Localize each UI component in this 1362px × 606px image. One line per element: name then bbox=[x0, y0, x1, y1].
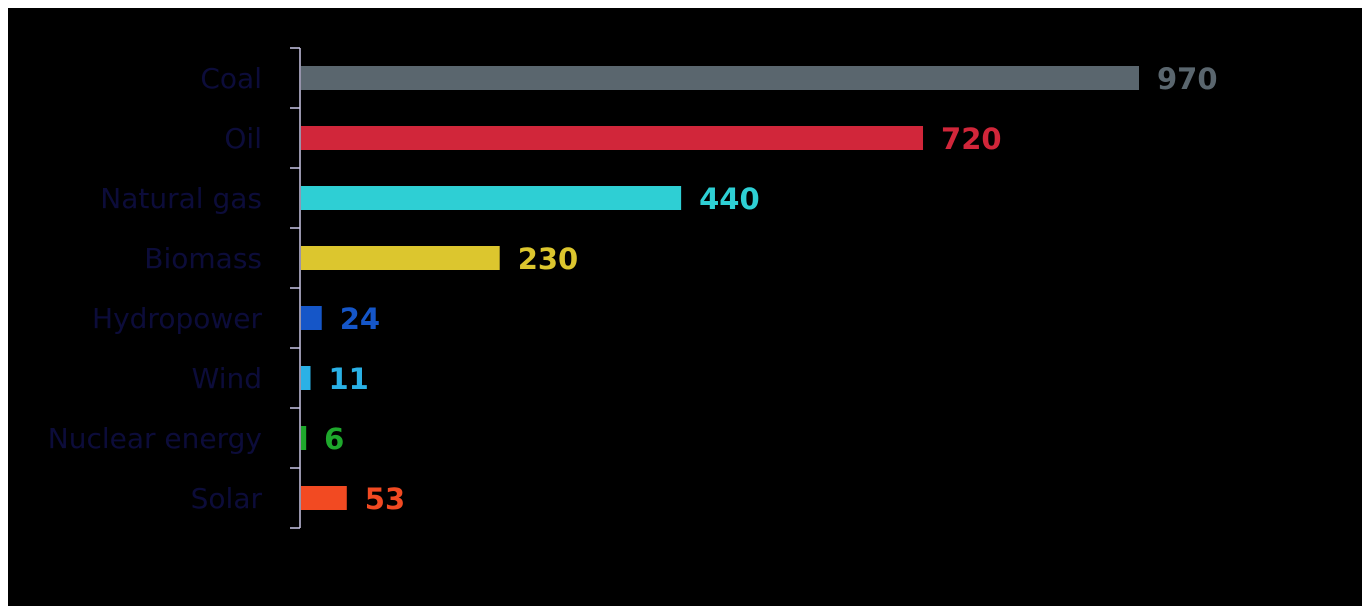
category-label: Coal bbox=[200, 62, 262, 95]
bars bbox=[301, 66, 1139, 510]
bar-coal bbox=[301, 66, 1139, 90]
bar-oil bbox=[301, 126, 924, 150]
bar-nuclear-energy bbox=[301, 426, 307, 450]
value-label: 970 bbox=[1157, 62, 1218, 96]
value-labels: 970 720 440 230 24 11 6 53 bbox=[324, 62, 1217, 516]
bar-solar bbox=[301, 486, 347, 510]
category-label: Wind bbox=[192, 362, 262, 395]
value-label: 24 bbox=[340, 302, 380, 336]
value-label: 440 bbox=[699, 182, 760, 216]
value-label: 11 bbox=[329, 362, 369, 396]
value-label: 720 bbox=[941, 122, 1002, 156]
value-label: 53 bbox=[365, 482, 405, 516]
category-label: Solar bbox=[191, 482, 263, 515]
bar-hydropower bbox=[301, 306, 322, 330]
value-label: 6 bbox=[324, 422, 344, 456]
value-label: 230 bbox=[518, 242, 579, 276]
chart-panel bbox=[8, 8, 1362, 606]
y-axis bbox=[290, 47, 301, 529]
bar-biomass bbox=[301, 246, 500, 270]
category-label: Biomass bbox=[144, 242, 262, 275]
category-label: Nuclear energy bbox=[48, 422, 262, 455]
bar-wind bbox=[301, 366, 311, 390]
category-label: Oil bbox=[224, 122, 262, 155]
bar-natural-gas bbox=[301, 186, 682, 210]
category-label: Natural gas bbox=[100, 182, 262, 215]
category-labels: Coal Oil Natural gas Biomass Hydropower Wind N… bbox=[48, 62, 263, 515]
category-label: Hydropower bbox=[92, 302, 262, 335]
